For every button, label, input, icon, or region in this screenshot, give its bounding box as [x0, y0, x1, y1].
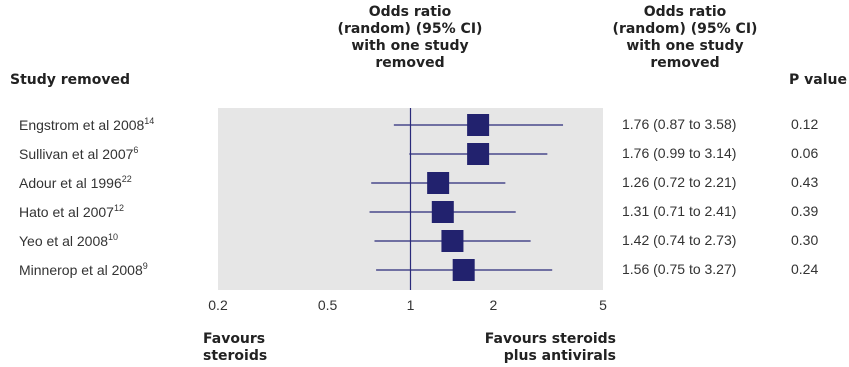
favours-antivirals-label: Favours steroids plus antivirals: [430, 331, 616, 365]
favours-left-line-2: steroids: [203, 348, 268, 364]
favours-left-line-1: Favours: [203, 331, 266, 347]
text-header-line-2: (random) (95% CI): [612, 21, 758, 37]
study-name-text: Adour et al 1996: [19, 175, 122, 191]
favours-right-line-1: Favours steroids: [484, 331, 616, 347]
plot-header-line-4: removed: [375, 55, 445, 71]
study-name-text: Sullivan et al 2007: [19, 146, 134, 162]
study-name: Minnerop et al 20089: [19, 261, 148, 278]
point-estimate-square: [431, 201, 454, 223]
study-name: Adour et al 199622: [19, 174, 132, 191]
study-name: Engstrom et al 200814: [19, 116, 154, 133]
text-header-line-1: Odds ratio: [643, 4, 727, 20]
x-tick-label: 2: [490, 297, 498, 313]
plot-header-line-2: (random) (95% CI): [337, 21, 483, 37]
odds-ratio-ci-text: 1.26 (0.72 to 2.21): [622, 174, 737, 190]
x-tick-label: 1: [407, 297, 415, 313]
x-tick-label: 0.2: [208, 297, 228, 313]
study-name-text: Yeo et al 2008: [19, 233, 109, 249]
study-name-text: Engstrom et al 2008: [19, 117, 145, 133]
study-name: Sullivan et al 20076: [19, 145, 138, 162]
study-reference: 10: [108, 232, 119, 242]
point-estimate-square: [441, 230, 464, 252]
study-name: Hato et al 200712: [19, 203, 124, 220]
odds-ratio-ci-text: 1.42 (0.74 to 2.73): [622, 232, 737, 248]
p-value-header: P value: [789, 72, 847, 88]
study-reference: 14: [144, 116, 155, 126]
odds-ratio-ci-text: 1.76 (0.99 to 3.14): [622, 145, 737, 161]
text-odds-ratio-header: Odds ratio (random) (95% CI) with one st…: [600, 4, 770, 72]
study-reference: 6: [133, 145, 139, 155]
p-value: 0.06: [791, 145, 819, 161]
study-reference: 9: [142, 261, 148, 271]
favours-right-line-2: plus antivirals: [503, 348, 616, 364]
odds-ratio-ci-text: 1.76 (0.87 to 3.58): [622, 116, 737, 132]
study-name: Yeo et al 200810: [19, 232, 118, 249]
point-estimate-square: [467, 114, 490, 136]
study-reference: 12: [113, 203, 124, 213]
favours-steroids-label: Favours steroids: [203, 331, 267, 365]
odds-ratio-ci-text: 1.56 (0.75 to 3.27): [622, 261, 737, 277]
text-header-line-4: removed: [650, 55, 720, 71]
p-value: 0.39: [791, 203, 819, 219]
odds-ratio-ci-text: 1.31 (0.71 to 2.41): [622, 203, 737, 219]
p-value: 0.12: [791, 116, 819, 132]
x-tick-label: 0.5: [318, 297, 338, 313]
point-estimate-square: [467, 143, 490, 165]
text-header-line-3: with one study: [626, 38, 744, 54]
p-value: 0.24: [791, 261, 819, 277]
plot-header-line-3: with one study: [351, 38, 469, 54]
x-tick-label: 5: [599, 297, 607, 313]
study-removed-header: Study removed: [10, 72, 131, 88]
study-reference: 22: [121, 174, 132, 184]
plot-odds-ratio-header: Odds ratio (random) (95% CI) with one st…: [310, 4, 510, 72]
point-estimate-square: [452, 259, 475, 281]
p-value: 0.43: [791, 174, 819, 190]
p-value: 0.30: [791, 232, 819, 248]
plot-header-line-1: Odds ratio: [368, 4, 452, 20]
study-name-text: Minnerop et al 2008: [19, 262, 143, 278]
study-name-text: Hato et al 2007: [19, 204, 114, 220]
point-estimate-square: [427, 172, 450, 194]
